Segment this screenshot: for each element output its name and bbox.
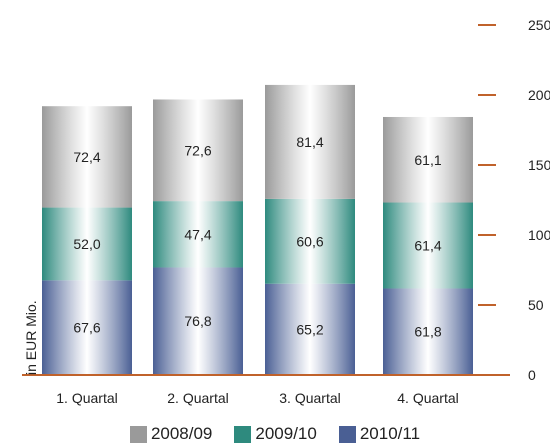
data-label: 61,1 [414,152,441,168]
data-label: 52,0 [73,236,100,252]
bar-2008-09-q1 [42,106,132,208]
x-tick-label: 3. Quartal [279,390,340,406]
legend-label: 2008/09 [150,424,213,443]
bar-2008-09-q2 [153,99,243,202]
legend-label: 2010/11 [359,424,421,443]
data-label: 60,6 [296,233,323,249]
data-label: 67,6 [73,320,100,336]
y-tick-label: 250 [528,17,550,33]
bar-2008-09-q3 [265,84,355,199]
legend-item: 2010/11 [338,424,421,444]
data-label: 72,4 [73,149,100,165]
data-label: 61,4 [414,238,441,254]
legend: 2008/09 2009/10 2010/11 [0,423,550,445]
bar-2010-11-q3 [265,283,355,375]
legend-item: 2008/09 [129,424,213,444]
y-tick-label: 200 [528,87,550,103]
data-label: 61,8 [414,324,441,340]
x-tick-label: 4. Quartal [397,390,458,406]
bar-2010-11-q1 [42,280,132,375]
legend-swatch [129,425,147,443]
data-label: 47,4 [184,226,211,242]
x-tick-label: 2. Quartal [167,390,228,406]
data-label: 81,4 [296,134,323,150]
y-axis: 0 50 100 150 200 250 [478,17,550,383]
x-tick-labels: 1. Quartal 2. Quartal 3. Quartal 4. Quartal [56,390,458,406]
bar-2008-09-q4 [383,116,473,203]
y-tick-label: 50 [528,297,544,313]
data-label: 72,6 [184,142,211,158]
legend-swatch [234,425,252,443]
data-label: 65,2 [296,321,323,337]
y-tick-label: 100 [528,227,550,243]
y-tick-label: 150 [528,157,550,173]
data-label: 76,8 [184,313,211,329]
bar-2009-10-q3 [265,198,355,284]
legend-item: 2009/10 [234,424,317,444]
bar-2010-11-q4 [383,288,473,375]
bar-2010-11-q2 [153,267,243,375]
y-axis-label: in EUR Mio. [23,300,39,375]
bar-labels-group: 67,6 52,0 72,4 76,8 47,4 72,6 65,2 60,6 81,4 61,8… [73,134,441,340]
bars-group [42,84,473,375]
y-tick-label: 0 [528,367,536,383]
bar-2009-10-q4 [383,202,473,289]
bar-2009-10-q2 [153,201,243,268]
legend-swatch [338,425,356,443]
bar-2009-10-q1 [42,207,132,281]
x-tick-label: 1. Quartal [56,390,117,406]
legend-label: 2009/10 [255,424,317,443]
